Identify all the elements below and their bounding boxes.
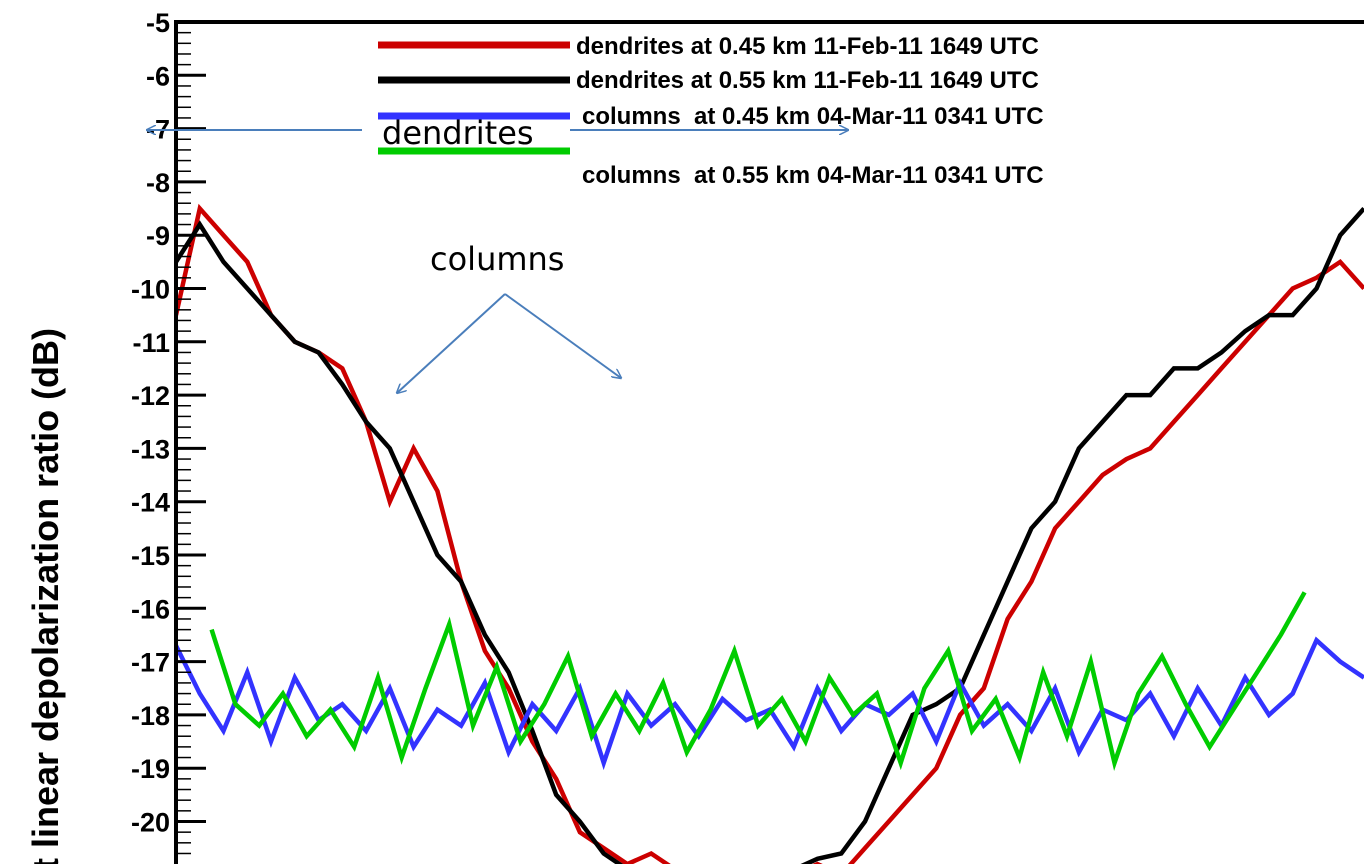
series-line-0: [176, 203, 1364, 864]
series-line-3: [209, 591, 1307, 772]
series-line-1: [176, 207, 1364, 864]
y-tick-label: -13: [131, 434, 170, 464]
legend-label-blue: columns at 0.45 km 04-Mar-11 0341 UTC: [582, 103, 1044, 130]
y-tick-label: -14: [131, 488, 170, 518]
y-tick-label: -6: [146, 61, 170, 91]
y-tick-label: -9: [146, 221, 170, 251]
annotations: dendrites columns: [147, 114, 848, 393]
legend-label-black: dendrites at 0.55 km 11-Feb-11 1649 UTC: [576, 67, 1039, 94]
legend-label-red: dendrites at 0.45 km 11-Feb-11 1649 UTC: [576, 33, 1039, 60]
y-tick-label: -18: [131, 701, 170, 731]
y-axis-label: t linear depolarization ratio (dB): [25, 328, 66, 864]
y-tick-label: -11: [132, 328, 170, 358]
y-tick-label: -15: [131, 541, 170, 571]
y-tick-label: -5: [146, 8, 170, 38]
y-tick-label: -17: [131, 648, 170, 678]
y-tick-label: -10: [131, 275, 170, 305]
y-tick-label: -20: [131, 808, 170, 838]
annotation-columns-arrow-left: [397, 293, 506, 393]
annotation-dendrites: dendrites: [382, 114, 534, 152]
legend: dendrites at 0.45 km 11-Feb-11 1649 UTC …: [378, 33, 1044, 189]
annotation-columns: columns: [430, 240, 564, 278]
legend-label-green: columns at 0.55 km 04-Mar-11 0341 UTC: [582, 162, 1044, 189]
y-tick-label: -8: [146, 168, 170, 198]
annotation-columns-arrow-right: [504, 293, 621, 378]
y-tick-label: -12: [131, 381, 170, 411]
y-tick-label: -19: [131, 754, 170, 784]
y-tick-label: -16: [131, 594, 170, 624]
y-axis-ticks: -5-6-7-8-9-10-11-12-13-14-15-16-17-18-19…: [131, 8, 206, 855]
series-layer: [176, 203, 1364, 864]
